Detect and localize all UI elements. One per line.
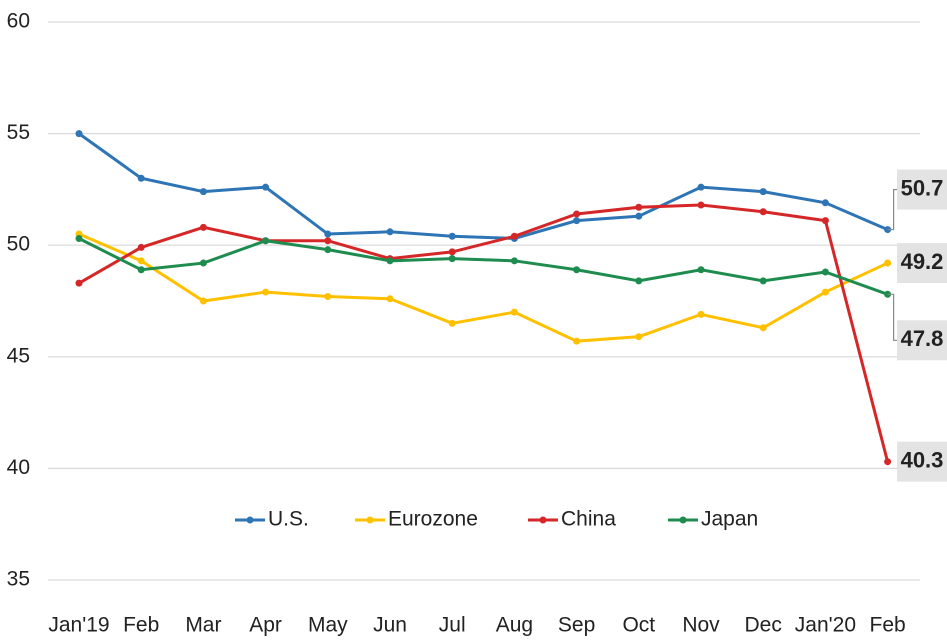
x-tick-label: Aug bbox=[496, 614, 533, 637]
point bbox=[75, 235, 83, 243]
label-box bbox=[897, 243, 947, 284]
point bbox=[510, 232, 518, 240]
legend-item: China bbox=[528, 508, 616, 531]
point bbox=[199, 259, 207, 267]
point bbox=[448, 232, 456, 240]
legend-label: Japan bbox=[701, 508, 758, 531]
y-tick-label: 50 bbox=[7, 233, 30, 256]
point bbox=[199, 297, 207, 305]
point bbox=[697, 201, 705, 209]
point bbox=[386, 228, 394, 236]
point bbox=[821, 288, 829, 296]
point bbox=[573, 217, 581, 225]
x-tick-label: Sep bbox=[558, 614, 595, 637]
point bbox=[75, 279, 83, 287]
x-tick-label: Jan'20 bbox=[795, 614, 856, 637]
x-tick-label: Feb bbox=[123, 614, 159, 637]
point bbox=[75, 130, 83, 138]
label-box bbox=[897, 169, 947, 210]
x-tick-label: Jun bbox=[373, 614, 407, 637]
data-label: 47.8 bbox=[901, 326, 944, 351]
point bbox=[324, 237, 332, 245]
x-tick-label: Oct bbox=[622, 614, 655, 637]
point bbox=[697, 266, 705, 274]
point bbox=[137, 266, 145, 274]
x-tick-label: Dec bbox=[745, 614, 782, 637]
point bbox=[324, 246, 332, 254]
x-tick-label: Nov bbox=[682, 614, 720, 637]
point bbox=[635, 212, 643, 220]
point bbox=[821, 217, 829, 225]
point bbox=[199, 188, 207, 196]
legend-marker bbox=[539, 516, 547, 524]
legend-label: Eurozone bbox=[388, 508, 478, 531]
legend-label: China bbox=[561, 508, 616, 531]
leader-line bbox=[887, 188, 900, 231]
point bbox=[697, 310, 705, 318]
point bbox=[199, 223, 207, 231]
point bbox=[448, 255, 456, 263]
y-tick-label: 40 bbox=[7, 456, 30, 479]
point bbox=[137, 243, 145, 251]
y-tick-label: 55 bbox=[7, 121, 30, 144]
point bbox=[448, 319, 456, 327]
legend-marker bbox=[246, 516, 254, 524]
point bbox=[262, 288, 270, 296]
point bbox=[821, 268, 829, 276]
point bbox=[759, 277, 767, 285]
point bbox=[635, 277, 643, 285]
x-tick-label: Feb bbox=[870, 614, 906, 637]
legend-item: U.S. bbox=[235, 508, 309, 531]
x-tick-label: Jul bbox=[439, 614, 466, 637]
data-label: 40.3 bbox=[901, 448, 944, 473]
series-line bbox=[78, 203, 890, 463]
y-tick-label: 35 bbox=[7, 568, 30, 591]
x-tick-label: Mar bbox=[185, 614, 221, 637]
series-line bbox=[78, 132, 889, 241]
point bbox=[635, 203, 643, 211]
point bbox=[884, 259, 892, 267]
x-tick-label: May bbox=[308, 614, 348, 637]
point bbox=[759, 188, 767, 196]
point bbox=[635, 333, 643, 341]
point bbox=[510, 308, 518, 316]
x-tick-label: Jan'19 bbox=[48, 614, 109, 637]
data-label: 50.7 bbox=[901, 175, 944, 200]
point bbox=[386, 257, 394, 265]
point bbox=[573, 337, 581, 345]
point bbox=[262, 237, 270, 245]
legend-marker bbox=[679, 516, 687, 524]
point bbox=[759, 208, 767, 216]
point bbox=[573, 266, 581, 274]
point bbox=[697, 183, 705, 191]
point bbox=[324, 293, 332, 301]
legend-item: Eurozone bbox=[355, 508, 478, 531]
point bbox=[386, 295, 394, 303]
point bbox=[324, 230, 332, 238]
x-tick-label: Apr bbox=[249, 614, 282, 637]
label-box bbox=[897, 320, 947, 361]
point bbox=[573, 210, 581, 218]
point bbox=[510, 257, 518, 265]
legend-marker bbox=[366, 516, 374, 524]
point bbox=[884, 458, 892, 466]
y-tick-label: 45 bbox=[7, 344, 30, 367]
legend-item: Japan bbox=[668, 508, 758, 531]
series-line bbox=[78, 237, 889, 296]
legend-label: U.S. bbox=[268, 508, 309, 531]
point bbox=[137, 257, 145, 265]
point bbox=[448, 248, 456, 256]
point bbox=[262, 183, 270, 191]
label-box bbox=[897, 441, 947, 482]
y-tick-label: 60 bbox=[7, 10, 30, 33]
leader-line bbox=[887, 293, 900, 341]
point bbox=[821, 199, 829, 207]
point bbox=[137, 174, 145, 182]
point bbox=[759, 324, 767, 332]
data-label: 49.2 bbox=[901, 249, 944, 274]
series-line bbox=[78, 232, 889, 343]
